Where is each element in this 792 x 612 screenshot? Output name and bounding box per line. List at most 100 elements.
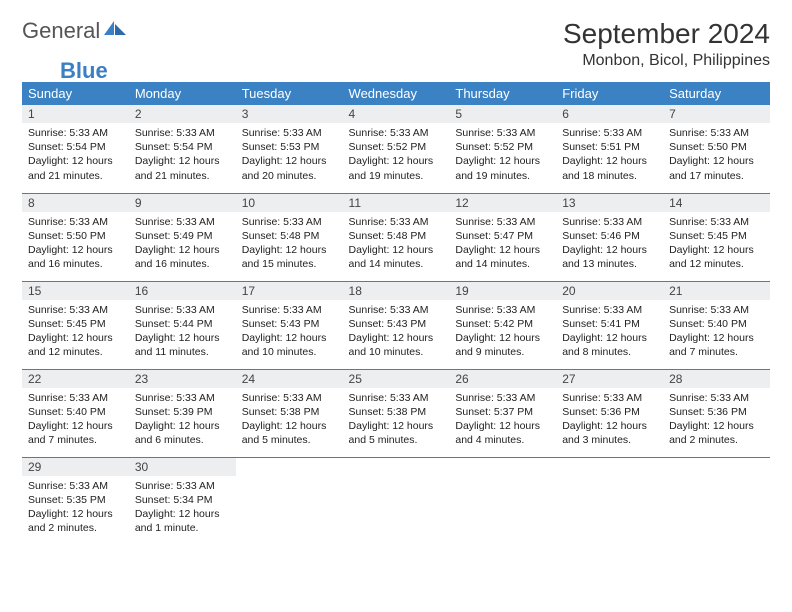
day-content: Sunrise: 5:33 AMSunset: 5:45 PMDaylight:… <box>22 300 129 364</box>
calendar-cell: 27Sunrise: 5:33 AMSunset: 5:36 PMDayligh… <box>556 369 663 457</box>
calendar-cell: .. <box>343 457 450 545</box>
day-number: 5 <box>449 105 556 123</box>
day-number: 28 <box>663 370 770 388</box>
day-content: Sunrise: 5:33 AMSunset: 5:37 PMDaylight:… <box>449 388 556 452</box>
calendar-cell: 12Sunrise: 5:33 AMSunset: 5:47 PMDayligh… <box>449 193 556 281</box>
calendar-cell: 7Sunrise: 5:33 AMSunset: 5:50 PMDaylight… <box>663 105 770 193</box>
calendar-cell: 8Sunrise: 5:33 AMSunset: 5:50 PMDaylight… <box>22 193 129 281</box>
day-number: 22 <box>22 370 129 388</box>
day-content: Sunrise: 5:33 AMSunset: 5:38 PMDaylight:… <box>343 388 450 452</box>
day-number: 9 <box>129 194 236 212</box>
day-content: Sunrise: 5:33 AMSunset: 5:54 PMDaylight:… <box>22 123 129 187</box>
calendar-cell: 1Sunrise: 5:33 AMSunset: 5:54 PMDaylight… <box>22 105 129 193</box>
calendar-cell: 19Sunrise: 5:33 AMSunset: 5:42 PMDayligh… <box>449 281 556 369</box>
day-content: Sunrise: 5:33 AMSunset: 5:46 PMDaylight:… <box>556 212 663 276</box>
day-content: Sunrise: 5:33 AMSunset: 5:52 PMDaylight:… <box>343 123 450 187</box>
day-content: Sunrise: 5:33 AMSunset: 5:36 PMDaylight:… <box>663 388 770 452</box>
day-content: Sunrise: 5:33 AMSunset: 5:39 PMDaylight:… <box>129 388 236 452</box>
day-number: 11 <box>343 194 450 212</box>
brand-triangle-icon <box>104 19 126 35</box>
day-number: 19 <box>449 282 556 300</box>
weekday-header: Sunday <box>22 82 129 105</box>
day-number: 26 <box>449 370 556 388</box>
calendar-cell: 29Sunrise: 5:33 AMSunset: 5:35 PMDayligh… <box>22 457 129 545</box>
day-number: 24 <box>236 370 343 388</box>
day-number: 8 <box>22 194 129 212</box>
brand-part1: General <box>22 18 100 44</box>
day-content: Sunrise: 5:33 AMSunset: 5:45 PMDaylight:… <box>663 212 770 276</box>
day-content: Sunrise: 5:33 AMSunset: 5:42 PMDaylight:… <box>449 300 556 364</box>
calendar-cell: 6Sunrise: 5:33 AMSunset: 5:51 PMDaylight… <box>556 105 663 193</box>
day-number: 18 <box>343 282 450 300</box>
calendar-cell: .. <box>449 457 556 545</box>
calendar-cell: 28Sunrise: 5:33 AMSunset: 5:36 PMDayligh… <box>663 369 770 457</box>
calendar-cell: .. <box>663 457 770 545</box>
day-content: Sunrise: 5:33 AMSunset: 5:43 PMDaylight:… <box>343 300 450 364</box>
day-number: 17 <box>236 282 343 300</box>
calendar-cell: 17Sunrise: 5:33 AMSunset: 5:43 PMDayligh… <box>236 281 343 369</box>
day-content: Sunrise: 5:33 AMSunset: 5:34 PMDaylight:… <box>129 476 236 540</box>
title-block: September 2024 Monbon, Bicol, Philippine… <box>563 18 770 70</box>
weekday-header: Thursday <box>449 82 556 105</box>
calendar-head: SundayMondayTuesdayWednesdayThursdayFrid… <box>22 82 770 105</box>
month-title: September 2024 <box>563 18 770 50</box>
day-content: Sunrise: 5:33 AMSunset: 5:44 PMDaylight:… <box>129 300 236 364</box>
day-number: 14 <box>663 194 770 212</box>
day-number: 2 <box>129 105 236 123</box>
calendar-cell: 9Sunrise: 5:33 AMSunset: 5:49 PMDaylight… <box>129 193 236 281</box>
calendar-cell: 11Sunrise: 5:33 AMSunset: 5:48 PMDayligh… <box>343 193 450 281</box>
location-text: Monbon, Bicol, Philippines <box>563 52 770 70</box>
brand-part2: Blue <box>60 58 108 84</box>
calendar-cell: .. <box>236 457 343 545</box>
day-content: Sunrise: 5:33 AMSunset: 5:41 PMDaylight:… <box>556 300 663 364</box>
calendar-cell: 18Sunrise: 5:33 AMSunset: 5:43 PMDayligh… <box>343 281 450 369</box>
day-number: 3 <box>236 105 343 123</box>
day-content: Sunrise: 5:33 AMSunset: 5:52 PMDaylight:… <box>449 123 556 187</box>
calendar-cell: .. <box>556 457 663 545</box>
day-number: 4 <box>343 105 450 123</box>
calendar-cell: 30Sunrise: 5:33 AMSunset: 5:34 PMDayligh… <box>129 457 236 545</box>
calendar-table: SundayMondayTuesdayWednesdayThursdayFrid… <box>22 82 770 545</box>
weekday-header: Tuesday <box>236 82 343 105</box>
weekday-header: Saturday <box>663 82 770 105</box>
day-content: Sunrise: 5:33 AMSunset: 5:40 PMDaylight:… <box>663 300 770 364</box>
day-content: Sunrise: 5:33 AMSunset: 5:53 PMDaylight:… <box>236 123 343 187</box>
day-number: 27 <box>556 370 663 388</box>
day-content: Sunrise: 5:33 AMSunset: 5:38 PMDaylight:… <box>236 388 343 452</box>
calendar-cell: 14Sunrise: 5:33 AMSunset: 5:45 PMDayligh… <box>663 193 770 281</box>
day-number: 15 <box>22 282 129 300</box>
day-number: 10 <box>236 194 343 212</box>
day-number: 1 <box>22 105 129 123</box>
day-number: 16 <box>129 282 236 300</box>
day-content: Sunrise: 5:33 AMSunset: 5:40 PMDaylight:… <box>22 388 129 452</box>
calendar-cell: 4Sunrise: 5:33 AMSunset: 5:52 PMDaylight… <box>343 105 450 193</box>
day-number: 21 <box>663 282 770 300</box>
day-content: Sunrise: 5:33 AMSunset: 5:50 PMDaylight:… <box>22 212 129 276</box>
day-content: Sunrise: 5:33 AMSunset: 5:36 PMDaylight:… <box>556 388 663 452</box>
weekday-header: Friday <box>556 82 663 105</box>
day-content: Sunrise: 5:33 AMSunset: 5:35 PMDaylight:… <box>22 476 129 540</box>
day-content: Sunrise: 5:33 AMSunset: 5:54 PMDaylight:… <box>129 123 236 187</box>
day-content: Sunrise: 5:33 AMSunset: 5:48 PMDaylight:… <box>236 212 343 276</box>
day-content: Sunrise: 5:33 AMSunset: 5:47 PMDaylight:… <box>449 212 556 276</box>
day-number: 29 <box>22 458 129 476</box>
weekday-header: Wednesday <box>343 82 450 105</box>
calendar-cell: 25Sunrise: 5:33 AMSunset: 5:38 PMDayligh… <box>343 369 450 457</box>
day-number: 20 <box>556 282 663 300</box>
calendar-body: 1Sunrise: 5:33 AMSunset: 5:54 PMDaylight… <box>22 105 770 545</box>
day-number: 12 <box>449 194 556 212</box>
header: General September 2024 Monbon, Bicol, Ph… <box>22 18 770 70</box>
day-content: Sunrise: 5:33 AMSunset: 5:50 PMDaylight:… <box>663 123 770 187</box>
calendar-cell: 23Sunrise: 5:33 AMSunset: 5:39 PMDayligh… <box>129 369 236 457</box>
calendar-cell: 16Sunrise: 5:33 AMSunset: 5:44 PMDayligh… <box>129 281 236 369</box>
calendar-cell: 10Sunrise: 5:33 AMSunset: 5:48 PMDayligh… <box>236 193 343 281</box>
day-number: 6 <box>556 105 663 123</box>
brand-logo: General <box>22 18 108 44</box>
day-content: Sunrise: 5:33 AMSunset: 5:43 PMDaylight:… <box>236 300 343 364</box>
day-content: Sunrise: 5:33 AMSunset: 5:51 PMDaylight:… <box>556 123 663 187</box>
calendar-cell: 13Sunrise: 5:33 AMSunset: 5:46 PMDayligh… <box>556 193 663 281</box>
calendar-cell: 21Sunrise: 5:33 AMSunset: 5:40 PMDayligh… <box>663 281 770 369</box>
day-number: 23 <box>129 370 236 388</box>
calendar-cell: 15Sunrise: 5:33 AMSunset: 5:45 PMDayligh… <box>22 281 129 369</box>
day-content: Sunrise: 5:33 AMSunset: 5:49 PMDaylight:… <box>129 212 236 276</box>
